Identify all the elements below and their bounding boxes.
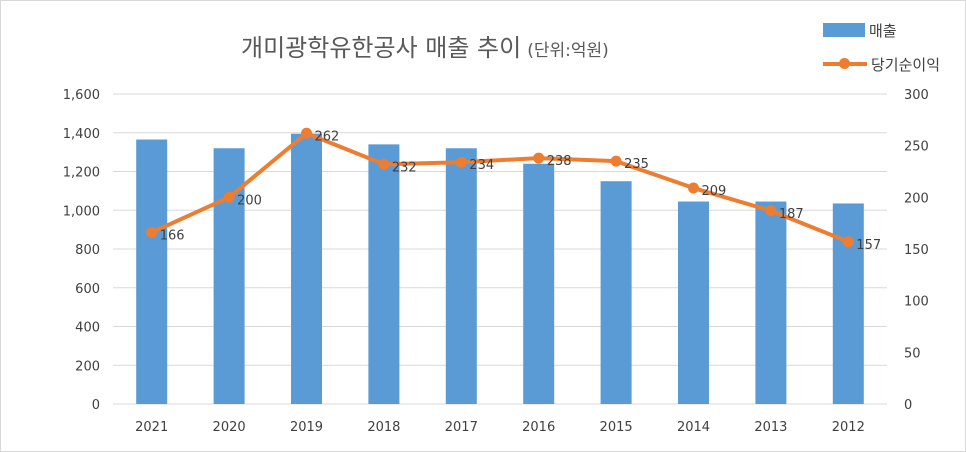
y-left-tick-label: 400 xyxy=(75,321,100,336)
x-tick-label: 2013 xyxy=(754,420,787,435)
x-tick-label: 2016 xyxy=(522,420,555,435)
y-right-tick-label: 250 xyxy=(904,140,929,155)
legend-bar-swatch xyxy=(823,23,865,37)
revenue-bar xyxy=(832,203,864,404)
y-left-tick-label: 1,600 xyxy=(63,88,100,103)
y-left-tick-label: 1,400 xyxy=(63,127,100,142)
legend-label-revenue: 매출 xyxy=(869,21,897,40)
net-income-data-label: 262 xyxy=(315,129,340,144)
legend-item-revenue: 매출 xyxy=(823,17,940,43)
revenue-bar xyxy=(755,201,787,404)
y-left-tick-label: 600 xyxy=(75,282,100,297)
net-income-point xyxy=(842,236,854,248)
x-tick-label: 2019 xyxy=(290,420,323,435)
net-income-point xyxy=(378,158,390,170)
y-right-tick-label: 200 xyxy=(904,191,929,206)
revenue-bar xyxy=(678,201,709,404)
y-right-tick-label: 50 xyxy=(904,346,921,361)
revenue-bar xyxy=(523,163,555,404)
y-right-tick-label: 0 xyxy=(904,398,912,413)
y-left-tick-label: 200 xyxy=(75,359,100,374)
net-income-data-label: 238 xyxy=(547,154,572,169)
net-income-point xyxy=(765,205,777,217)
x-tick-label: 2015 xyxy=(600,420,633,435)
net-income-data-label: 187 xyxy=(779,207,804,222)
net-income-data-label: 166 xyxy=(160,228,185,243)
net-income-point xyxy=(610,155,622,167)
net-income-data-label: 200 xyxy=(237,193,262,208)
net-income-line xyxy=(149,131,851,244)
net-income-point xyxy=(533,152,545,164)
chart-legend: 매출 당기순이익 xyxy=(823,17,940,85)
net-income-point xyxy=(688,182,699,194)
x-tick-label: 2018 xyxy=(367,420,400,435)
x-tick-label: 2012 xyxy=(832,420,865,435)
net-income-data-label: 157 xyxy=(856,238,881,253)
net-income-data-label: 235 xyxy=(624,157,649,172)
revenue-bar xyxy=(600,181,632,404)
x-tick-label: 2017 xyxy=(445,420,478,435)
legend-item-net-income: 당기순이익 xyxy=(823,51,940,77)
net-income-point xyxy=(301,127,312,139)
revenue-bar xyxy=(291,133,322,404)
y-left-tick-label: 1,200 xyxy=(63,166,100,181)
net-income-point xyxy=(146,226,158,238)
x-tick-label: 2021 xyxy=(135,420,168,435)
y-left-tick-label: 800 xyxy=(75,243,100,258)
legend-label-net-income: 당기순이익 xyxy=(871,55,941,74)
y-right-tick-label: 100 xyxy=(904,295,929,310)
net-income-point xyxy=(223,191,235,203)
revenue-bar xyxy=(445,148,477,404)
y-right-tick-label: 150 xyxy=(904,243,929,258)
net-income-data-label: 209 xyxy=(702,184,727,199)
y-right-tick-label: 300 xyxy=(904,88,929,103)
legend-line-swatch xyxy=(823,57,867,71)
net-income-point xyxy=(455,156,467,168)
y-left-tick-label: 0 xyxy=(92,398,100,413)
net-income-data-label: 232 xyxy=(392,160,417,175)
net-income-data-label: 234 xyxy=(469,158,494,173)
y-left-tick-label: 1,000 xyxy=(63,204,100,219)
chart-title: 개미광학유한공사 매출 추이 xyxy=(241,34,522,62)
chart-title-block: 개미광학유한공사 매출 추이 (단위:억원) xyxy=(241,28,701,68)
revenue-bar xyxy=(368,144,400,404)
revenue-bar xyxy=(136,139,168,404)
chart-subtitle: (단위:억원) xyxy=(527,41,609,61)
x-tick-label: 2014 xyxy=(677,420,710,435)
x-tick-label: 2020 xyxy=(213,420,246,435)
